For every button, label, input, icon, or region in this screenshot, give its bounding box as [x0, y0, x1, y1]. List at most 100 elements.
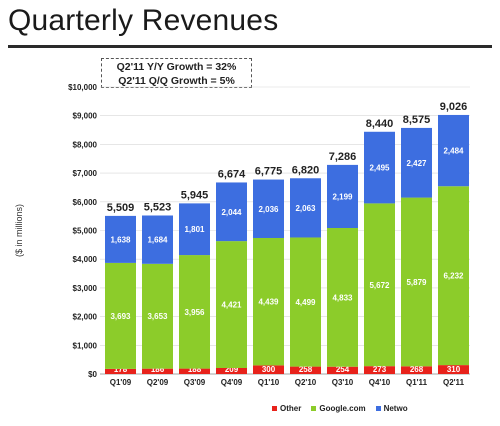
bar-segment-google-com: [327, 228, 358, 367]
bar-value-label: 268: [410, 365, 424, 374]
bar-value-label: 5,672: [369, 281, 390, 290]
bar-value-label: 273: [373, 365, 387, 374]
yoy-growth-text: Q2'11 Y/Y Growth = 32%: [116, 61, 237, 73]
bar-segment-network: [401, 127, 432, 198]
bar-segment-other: [401, 366, 432, 374]
legend-label-network: Netwo: [383, 404, 408, 413]
bar-segment-network: [253, 179, 284, 238]
x-tick-label: Q2'09: [147, 378, 169, 387]
bar-segment-google-com: [364, 203, 395, 367]
y-tick-label: $6,000: [73, 198, 98, 207]
legend-item-other: Other: [272, 404, 301, 413]
legend-swatch-google: [311, 406, 317, 411]
x-tick-label: Q4'09: [221, 378, 243, 387]
bar-segment-network: [364, 131, 395, 204]
bar-segment-google-com: [142, 263, 173, 369]
bar-value-label: 254: [336, 365, 350, 374]
legend-item-google: Google.com: [311, 404, 366, 413]
qoq-growth-text: Q2'11 Q/Q Growth = 5%: [118, 75, 235, 87]
y-tick-label: $7,000: [73, 169, 98, 178]
bar-total-label: 6,775: [255, 166, 283, 178]
bar-value-label: 2,495: [369, 164, 390, 173]
title-divider: [8, 45, 492, 48]
bar-value-label: 4,833: [332, 293, 353, 302]
bar-value-label: 300: [262, 365, 276, 374]
bar-total-label: 6,820: [292, 164, 320, 176]
x-tick-label: Q1'10: [258, 378, 280, 387]
y-tick-label: $2,000: [73, 313, 98, 322]
bar-segment-other: [142, 368, 173, 374]
bar-total-label: 5,509: [107, 202, 135, 214]
bar-total-label: 6,674: [218, 168, 246, 180]
bar-total-label: 7,286: [329, 151, 357, 163]
bar-value-label: 2,036: [258, 205, 279, 214]
growth-annotation-box: Q2'11 Y/Y Growth = 32% Q2'11 Q/Q Growth …: [101, 58, 252, 88]
y-tick-label: $0: [88, 370, 97, 379]
bar-value-label: 209: [225, 365, 239, 374]
legend-swatch-network: [375, 406, 381, 411]
bar-value-label: 3,956: [184, 308, 205, 317]
y-tick-label: $8,000: [73, 140, 98, 149]
legend-label-google: Google.com: [319, 404, 366, 413]
bar-value-label: 4,439: [258, 298, 279, 307]
x-tick-label: Q1'09: [110, 378, 132, 387]
bar-segment-google-com: [401, 197, 432, 367]
bar-total-label: 9,026: [440, 101, 468, 113]
legend-swatch-other: [272, 406, 277, 411]
bar-value-label: 3,693: [110, 312, 131, 321]
bar-segment-network: [290, 178, 321, 238]
bar-segment-other: [438, 365, 469, 374]
x-tick-label: Q4'10: [369, 378, 391, 387]
bar-value-label: 1,684: [147, 236, 168, 245]
bar-segment-other: [179, 368, 210, 374]
bar-value-label: 188: [188, 365, 202, 374]
y-tick-label: $3,000: [73, 284, 98, 293]
bar-value-label: 178: [114, 365, 128, 374]
bar-segment-other: [216, 368, 247, 374]
bar-segment-google-com: [179, 255, 210, 369]
bar-value-label: 186: [151, 365, 165, 374]
bar-value-label: 2,484: [443, 147, 464, 156]
legend: Other Google.com Netwo: [272, 404, 408, 413]
bar-segment-google-com: [438, 186, 469, 366]
bar-value-label: 3,653: [147, 312, 168, 321]
bar-segment-other: [327, 366, 358, 374]
bar-value-label: 2,044: [221, 208, 242, 217]
bar-total-label: 8,575: [403, 114, 431, 126]
bar-value-label: 5,879: [406, 278, 427, 287]
bar-value-label: 310: [447, 365, 461, 374]
x-tick-label: Q3'09: [184, 378, 206, 387]
bar-segment-other: [105, 368, 136, 374]
bar-value-label: 2,199: [332, 192, 353, 201]
bar-segment-other: [253, 365, 284, 374]
bar-segment-google-com: [253, 237, 284, 366]
x-tick-label: Q3'10: [332, 378, 354, 387]
bar-segment-google-com: [105, 262, 136, 369]
x-tick-label: Q2'10: [295, 378, 317, 387]
bar-value-label: 1,638: [110, 235, 131, 244]
bar-segment-google-com: [290, 237, 321, 367]
bar-value-label: 2,427: [406, 159, 427, 168]
bar-segment-network: [105, 215, 136, 263]
bar-segment-network: [179, 203, 210, 256]
bar-value-label: 4,421: [221, 301, 242, 310]
legend-label-other: Other: [280, 404, 302, 413]
bar-value-label: 2,063: [295, 204, 316, 213]
chart-title: Quarterly Revenues: [8, 4, 279, 37]
bar-segment-network: [438, 114, 469, 187]
y-axis-label: ($ in millions): [14, 204, 24, 257]
y-tick-label: $4,000: [73, 255, 98, 264]
bar-segment-network: [327, 164, 358, 229]
x-tick-label: Q1'11: [406, 378, 428, 387]
bar-value-label: 6,232: [443, 272, 464, 281]
bar-value-label: 1,801: [184, 225, 205, 234]
y-tick-label: $1,000: [73, 341, 98, 350]
bar-segment-other: [290, 366, 321, 374]
bar-value-label: 4,499: [295, 298, 316, 307]
bar-segment-google-com: [216, 241, 247, 369]
bar-segment-network: [142, 215, 173, 264]
y-tick-label: $9,000: [73, 112, 98, 121]
bar-segment-other: [364, 366, 395, 374]
bar-total-label: 8,440: [366, 118, 394, 130]
